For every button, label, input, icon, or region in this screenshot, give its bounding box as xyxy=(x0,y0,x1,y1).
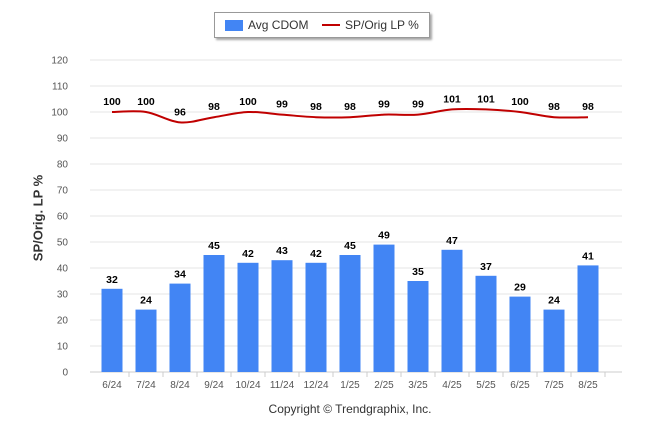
y-tick-label-120: 120 xyxy=(51,56,68,67)
y-tick-label-40: 40 xyxy=(57,264,69,275)
line-value-label-8/24: 96 xyxy=(174,106,186,118)
bar-series xyxy=(101,244,599,372)
bar-8/25 xyxy=(577,265,599,372)
bar-9/24 xyxy=(203,255,225,372)
legend-item-line[interactable]: SP/Orig LP % xyxy=(322,13,419,37)
x-tick-label-3/25: 3/25 xyxy=(408,380,428,391)
y-tick-label-0: 0 xyxy=(62,368,68,379)
line-series xyxy=(111,107,589,124)
y-tick-label-60: 60 xyxy=(57,212,69,223)
y-tick-label-50: 50 xyxy=(57,238,69,249)
bar-11/24 xyxy=(271,260,293,372)
bar-value-label-7/24: 24 xyxy=(140,295,152,307)
bar-value-label-5/25: 37 xyxy=(480,261,492,273)
x-tick-label-4/25: 4/25 xyxy=(442,380,462,391)
line-value-label-5/25: 101 xyxy=(477,93,495,105)
x-tick-label-12/24: 12/24 xyxy=(303,380,328,391)
bar-value-label-3/25: 35 xyxy=(412,266,424,278)
bar-6/24 xyxy=(101,288,123,372)
line-value-label-10/24: 100 xyxy=(239,96,257,108)
x-tick-label-11/24: 11/24 xyxy=(270,380,295,391)
line-value-label-4/25: 101 xyxy=(443,93,461,105)
x-tick-label-8/25: 8/25 xyxy=(578,380,598,391)
line-swatch-icon xyxy=(322,24,340,26)
bar-value-label-6/25: 29 xyxy=(514,282,526,294)
y-axis-ticks: 0 10 20 30 40 50 60 70 80 90 100 110 120 xyxy=(51,56,68,379)
bar-value-label-7/25: 24 xyxy=(548,295,560,307)
y-tick-label-100: 100 xyxy=(51,108,68,119)
bar-10/24 xyxy=(237,262,259,372)
legend-label-bar: Avg CDOM xyxy=(248,18,309,32)
bar-value-label-1/25: 45 xyxy=(344,240,356,252)
x-tick-label-5/25: 5/25 xyxy=(476,380,496,391)
x-tick-label-7/25: 7/25 xyxy=(544,380,564,391)
y-tick-label-30: 30 xyxy=(57,290,69,301)
bar-value-label-12/24: 42 xyxy=(310,248,322,260)
x-axis-ticks: 6/24 7/24 8/24 9/24 10/24 11/24 12/24 1/25 2/25 3… xyxy=(102,372,606,391)
bar-12/24 xyxy=(305,262,327,372)
bar-7/24 xyxy=(135,309,157,372)
bar-value-label-4/25: 47 xyxy=(446,235,458,247)
x-tick-label-7/24: 7/24 xyxy=(136,380,156,391)
line-value-label-7/25: 98 xyxy=(548,101,560,113)
line-value-label-2/25: 99 xyxy=(378,99,390,111)
x-tick-label-1/25: 1/25 xyxy=(340,380,360,391)
bar-value-label-2/25: 49 xyxy=(378,230,390,242)
line-value-label-12/24: 98 xyxy=(310,101,322,113)
y-tick-label-110: 110 xyxy=(52,82,68,93)
y-tick-label-10: 10 xyxy=(57,342,69,353)
x-tick-label-9/24: 9/24 xyxy=(204,380,224,391)
legend: Avg CDOM SP/Orig LP % xyxy=(214,12,430,38)
x-tick-label-2/25: 2/25 xyxy=(374,380,394,391)
bar-value-label-6/24: 32 xyxy=(106,274,118,286)
line-value-label-6/24: 100 xyxy=(103,96,121,108)
data-labels: 32 24 34 45 42 43 42 45 49 35 47 37 29 24 41 100 100 96 98… xyxy=(103,93,594,306)
legend-label-line: SP/Orig LP % xyxy=(345,18,419,32)
x-tick-label-6/24: 6/24 xyxy=(102,380,122,391)
y-tick-label-70: 70 xyxy=(57,186,69,197)
x-tick-label-8/24: 8/24 xyxy=(170,380,190,391)
bar-3/25 xyxy=(407,281,429,372)
line-value-label-1/25: 98 xyxy=(344,101,356,113)
copyright-footer: Copyright © Trendgraphix, Inc. xyxy=(268,402,432,416)
bar-2/25 xyxy=(373,244,395,372)
bar-value-label-10/24: 42 xyxy=(242,248,254,260)
y-axis-label: SP/Orig. LP % xyxy=(30,174,46,262)
bar-7/25 xyxy=(543,309,565,372)
bar-value-label-8/24: 34 xyxy=(174,269,186,281)
y-tick-label-90: 90 xyxy=(57,134,69,145)
series-line-sp-orig-lp xyxy=(111,107,589,124)
bar-value-label-9/24: 45 xyxy=(208,240,220,252)
bar-1/25 xyxy=(339,255,361,372)
y-tick-label-80: 80 xyxy=(57,160,69,171)
line-value-label-7/24: 100 xyxy=(137,96,155,108)
line-value-label-9/24: 98 xyxy=(208,101,220,113)
line-value-label-3/25: 99 xyxy=(412,99,424,111)
y-tick-label-20: 20 xyxy=(57,316,69,327)
bar-value-label-11/24: 43 xyxy=(276,245,288,257)
line-value-label-8/25: 98 xyxy=(582,101,594,113)
x-tick-label-10/24: 10/24 xyxy=(235,380,260,391)
x-tick-label-6/25: 6/25 xyxy=(510,380,530,391)
bar-swatch-icon xyxy=(225,19,243,31)
bar-4/25 xyxy=(441,249,463,372)
bar-6/25 xyxy=(509,296,531,372)
line-value-label-11/24: 99 xyxy=(276,99,288,111)
bar-8/24 xyxy=(169,283,191,372)
bar-value-label-8/25: 41 xyxy=(582,250,594,262)
bar-5/25 xyxy=(475,275,497,372)
line-value-label-6/25: 100 xyxy=(511,96,529,108)
legend-item-bar[interactable]: Avg CDOM xyxy=(225,13,308,37)
